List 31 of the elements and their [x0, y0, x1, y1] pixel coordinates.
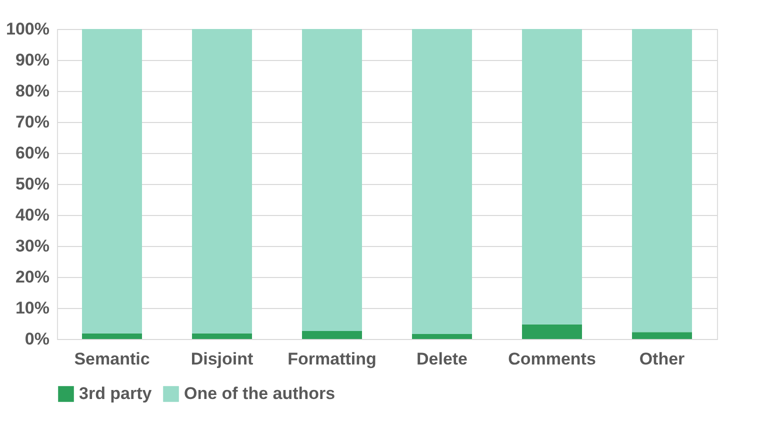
x-tick-label: Comments [508, 350, 596, 368]
legend-label: One of the authors [184, 384, 336, 403]
x-tick-label: Formatting [288, 350, 376, 368]
bar [522, 29, 582, 324]
y-tick-label: 0% [24, 330, 50, 348]
y-tick-label: 80% [15, 82, 50, 100]
bar [412, 334, 472, 339]
x-tick-label: Other [639, 350, 686, 368]
bar [412, 29, 472, 334]
y-tick-label: 100% [6, 20, 50, 38]
y-tick-label: 20% [15, 268, 50, 286]
bar [82, 333, 142, 339]
bar [82, 29, 142, 334]
bar [192, 29, 252, 334]
y-tick-label: 60% [15, 144, 50, 162]
bar [632, 332, 692, 339]
x-tick-label: Semantic [74, 350, 150, 368]
bar [192, 333, 252, 339]
y-tick-label: 10% [15, 298, 50, 318]
bar [302, 330, 362, 339]
y-tick-label: 90% [15, 50, 50, 70]
legend-label: 3rd party [79, 384, 152, 403]
bar [522, 324, 582, 339]
y-tick-label: 40% [15, 206, 50, 224]
x-tick-label: Delete [416, 350, 468, 368]
bar [632, 29, 692, 332]
bar [302, 29, 362, 331]
y-tick-label: 50% [15, 174, 50, 194]
y-tick-label: 70% [15, 112, 50, 132]
y-tick-label: 30% [15, 236, 50, 256]
x-tick-label: Disjoint [190, 350, 254, 368]
